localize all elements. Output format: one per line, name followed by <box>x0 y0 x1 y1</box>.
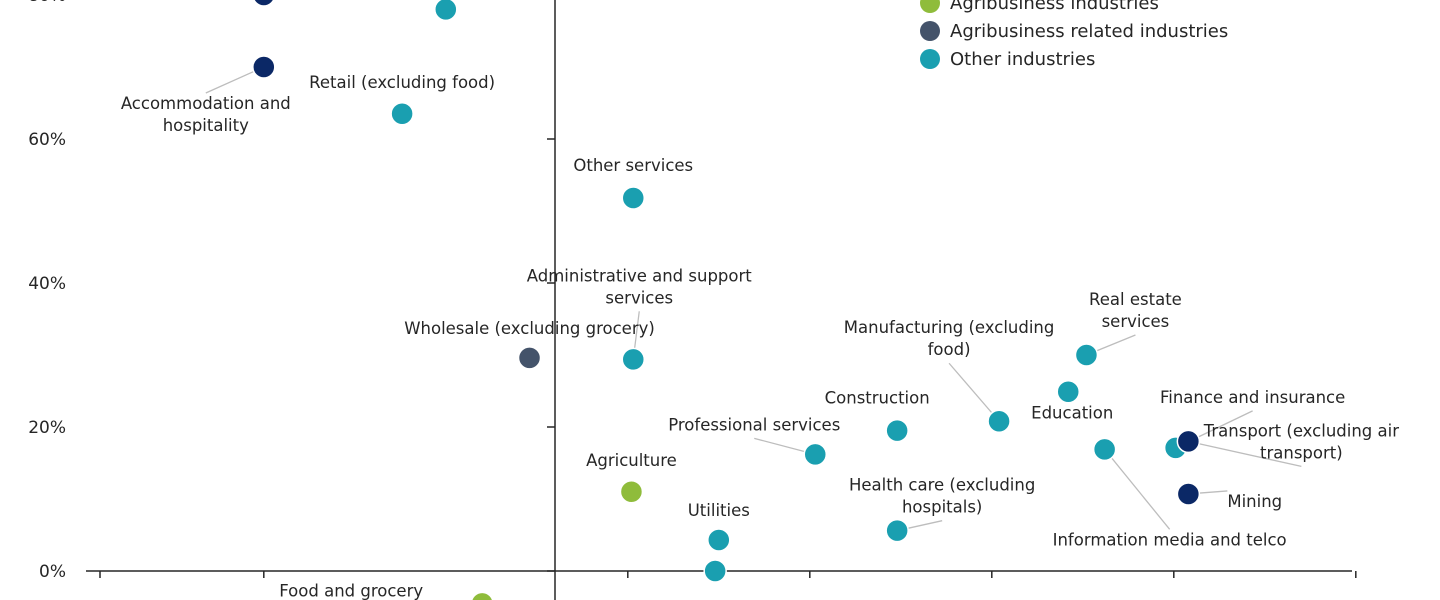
point-label: Transport (excluding air transport) <box>1203 421 1399 462</box>
y-tick-label: 0% <box>39 562 66 582</box>
data-point <box>703 559 727 583</box>
y-tick-label: 40% <box>28 274 66 294</box>
data-point <box>434 0 458 22</box>
legend-label: Agribusiness related industries <box>950 21 1228 42</box>
y-tick-label: 80% <box>28 0 66 6</box>
data-point <box>1092 437 1117 462</box>
point-label: Mining <box>1227 492 1282 511</box>
x-axis-ticks <box>99 571 1357 578</box>
legend-marker <box>920 21 940 41</box>
point-label: Accommodation and hospitality <box>121 94 291 135</box>
data-points <box>252 0 1201 600</box>
leader-line <box>1188 440 1302 468</box>
point-label: Other services <box>573 156 693 175</box>
data-point <box>621 347 646 372</box>
y-tick-label: 60% <box>28 130 66 150</box>
point-label: Education <box>1031 404 1113 423</box>
data-point <box>987 409 1011 433</box>
data-point <box>1056 379 1080 404</box>
leader-line <box>1104 448 1171 530</box>
data-point <box>1074 343 1099 367</box>
data-point <box>707 528 731 552</box>
point-label: Information media and telco <box>1053 530 1287 549</box>
data-point <box>619 480 644 504</box>
point-label: Construction <box>825 389 930 408</box>
data-point <box>803 442 828 467</box>
data-point <box>390 102 414 126</box>
leader-line <box>948 362 1000 422</box>
point-label: Real estate services <box>1089 290 1182 331</box>
data-point <box>885 518 909 543</box>
point-label: Agriculture <box>586 451 677 470</box>
legend-label: Other industries <box>950 49 1095 70</box>
y-tick-label: 20% <box>28 418 66 438</box>
point-label: Health care (excluding hospitals) <box>849 476 1035 517</box>
data-point <box>621 186 646 210</box>
data-point <box>253 0 275 7</box>
data-point <box>1176 429 1201 454</box>
y-axis-ticks: 0% 20% 40% 60% 80% <box>28 0 555 582</box>
legend: Agribusiness industries Agribusiness rela… <box>920 0 1228 70</box>
point-label: Wholesale (excluding grocery) <box>404 319 655 338</box>
point-label: Manufacturing (excluding food) <box>844 318 1055 359</box>
data-point <box>517 346 542 370</box>
data-point <box>252 55 276 79</box>
point-labels: Accommodation and hospitality Retail (excl… <box>121 73 1399 600</box>
data-point <box>470 591 494 600</box>
point-label: Food and grocery <box>279 581 423 600</box>
legend-marker <box>920 49 940 69</box>
legend-marker <box>920 0 940 13</box>
point-label: Retail (excluding food) <box>309 73 495 92</box>
data-point <box>885 418 909 443</box>
point-label: Administrative and support services <box>527 266 753 307</box>
point-label: Professional services <box>668 415 840 434</box>
legend-label: Agribusiness industries <box>950 0 1159 14</box>
point-label: Utilities <box>688 501 750 520</box>
point-label: Finance and insurance <box>1160 388 1345 407</box>
data-point <box>1176 482 1201 506</box>
